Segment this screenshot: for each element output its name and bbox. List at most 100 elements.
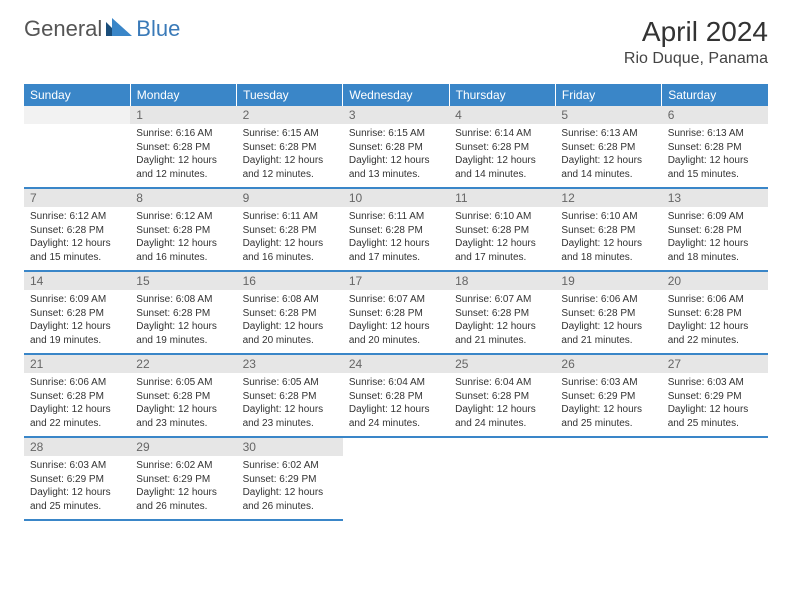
- day-number: 4: [449, 106, 555, 124]
- day-number: 10: [343, 189, 449, 207]
- day-content: Sunrise: 6:11 AMSunset: 6:28 PMDaylight:…: [343, 207, 449, 270]
- calendar-cell: 4Sunrise: 6:14 AMSunset: 6:28 PMDaylight…: [449, 106, 555, 188]
- calendar-cell: [343, 437, 449, 520]
- calendar-cell: 17Sunrise: 6:07 AMSunset: 6:28 PMDayligh…: [343, 271, 449, 354]
- day-number: 29: [130, 438, 236, 456]
- day-number: 3: [343, 106, 449, 124]
- calendar-cell: 19Sunrise: 6:06 AMSunset: 6:28 PMDayligh…: [555, 271, 661, 354]
- calendar-cell: 24Sunrise: 6:04 AMSunset: 6:28 PMDayligh…: [343, 354, 449, 437]
- day-number: 28: [24, 438, 130, 456]
- calendar-cell: 6Sunrise: 6:13 AMSunset: 6:28 PMDaylight…: [662, 106, 768, 188]
- calendar-table: Sunday Monday Tuesday Wednesday Thursday…: [24, 84, 768, 521]
- day-content: Sunrise: 6:07 AMSunset: 6:28 PMDaylight:…: [449, 290, 555, 353]
- calendar-cell: [555, 437, 661, 520]
- day-number: 19: [555, 272, 661, 290]
- day-content: Sunrise: 6:06 AMSunset: 6:28 PMDaylight:…: [24, 373, 130, 436]
- calendar-row: 14Sunrise: 6:09 AMSunset: 6:28 PMDayligh…: [24, 271, 768, 354]
- day-number: 12: [555, 189, 661, 207]
- weekday-header: Tuesday: [237, 84, 343, 106]
- calendar-cell: 29Sunrise: 6:02 AMSunset: 6:29 PMDayligh…: [130, 437, 236, 520]
- weekday-header: Saturday: [662, 84, 768, 106]
- calendar-cell: 12Sunrise: 6:10 AMSunset: 6:28 PMDayligh…: [555, 188, 661, 271]
- month-title: April 2024: [624, 16, 768, 48]
- day-content: Sunrise: 6:03 AMSunset: 6:29 PMDaylight:…: [555, 373, 661, 436]
- day-content: Sunrise: 6:12 AMSunset: 6:28 PMDaylight:…: [130, 207, 236, 270]
- day-content: Sunrise: 6:09 AMSunset: 6:28 PMDaylight:…: [24, 290, 130, 353]
- weekday-header-row: Sunday Monday Tuesday Wednesday Thursday…: [24, 84, 768, 106]
- weekday-header: Monday: [130, 84, 236, 106]
- day-number: 20: [662, 272, 768, 290]
- day-number: 2: [237, 106, 343, 124]
- day-content: Sunrise: 6:15 AMSunset: 6:28 PMDaylight:…: [343, 124, 449, 187]
- day-number: 21: [24, 355, 130, 373]
- calendar-cell: 25Sunrise: 6:04 AMSunset: 6:28 PMDayligh…: [449, 354, 555, 437]
- day-number: 22: [130, 355, 236, 373]
- day-number: 15: [130, 272, 236, 290]
- day-content: Sunrise: 6:10 AMSunset: 6:28 PMDaylight:…: [555, 207, 661, 270]
- day-number: 5: [555, 106, 661, 124]
- calendar-cell: 9Sunrise: 6:11 AMSunset: 6:28 PMDaylight…: [237, 188, 343, 271]
- day-content: Sunrise: 6:12 AMSunset: 6:28 PMDaylight:…: [24, 207, 130, 270]
- day-number: 16: [237, 272, 343, 290]
- day-content: Sunrise: 6:06 AMSunset: 6:28 PMDaylight:…: [662, 290, 768, 353]
- logo: General Blue: [24, 16, 180, 42]
- calendar-cell: 30Sunrise: 6:02 AMSunset: 6:29 PMDayligh…: [237, 437, 343, 520]
- calendar-cell: [24, 106, 130, 188]
- calendar-cell: 22Sunrise: 6:05 AMSunset: 6:28 PMDayligh…: [130, 354, 236, 437]
- calendar-cell: 10Sunrise: 6:11 AMSunset: 6:28 PMDayligh…: [343, 188, 449, 271]
- calendar-cell: 18Sunrise: 6:07 AMSunset: 6:28 PMDayligh…: [449, 271, 555, 354]
- calendar-cell: 21Sunrise: 6:06 AMSunset: 6:28 PMDayligh…: [24, 354, 130, 437]
- weekday-header: Wednesday: [343, 84, 449, 106]
- calendar-cell: 1Sunrise: 6:16 AMSunset: 6:28 PMDaylight…: [130, 106, 236, 188]
- logo-text-blue: Blue: [136, 16, 180, 42]
- calendar-cell: [662, 437, 768, 520]
- calendar-cell: 26Sunrise: 6:03 AMSunset: 6:29 PMDayligh…: [555, 354, 661, 437]
- day-number: 27: [662, 355, 768, 373]
- calendar-cell: 7Sunrise: 6:12 AMSunset: 6:28 PMDaylight…: [24, 188, 130, 271]
- calendar-row: 1Sunrise: 6:16 AMSunset: 6:28 PMDaylight…: [24, 106, 768, 188]
- day-number: 23: [237, 355, 343, 373]
- day-content: Sunrise: 6:02 AMSunset: 6:29 PMDaylight:…: [130, 456, 236, 519]
- header: General Blue April 2024 Rio Duque, Panam…: [0, 0, 792, 76]
- day-content: Sunrise: 6:05 AMSunset: 6:28 PMDaylight:…: [237, 373, 343, 436]
- calendar-cell: 16Sunrise: 6:08 AMSunset: 6:28 PMDayligh…: [237, 271, 343, 354]
- calendar-cell: [449, 437, 555, 520]
- day-content: Sunrise: 6:02 AMSunset: 6:29 PMDaylight:…: [237, 456, 343, 519]
- day-number: 7: [24, 189, 130, 207]
- calendar-cell: 15Sunrise: 6:08 AMSunset: 6:28 PMDayligh…: [130, 271, 236, 354]
- day-number: 30: [237, 438, 343, 456]
- calendar-cell: 2Sunrise: 6:15 AMSunset: 6:28 PMDaylight…: [237, 106, 343, 188]
- day-content: Sunrise: 6:08 AMSunset: 6:28 PMDaylight:…: [237, 290, 343, 353]
- calendar-cell: 11Sunrise: 6:10 AMSunset: 6:28 PMDayligh…: [449, 188, 555, 271]
- day-content: Sunrise: 6:13 AMSunset: 6:28 PMDaylight:…: [555, 124, 661, 187]
- calendar-cell: 28Sunrise: 6:03 AMSunset: 6:29 PMDayligh…: [24, 437, 130, 520]
- day-content: Sunrise: 6:04 AMSunset: 6:28 PMDaylight:…: [449, 373, 555, 436]
- day-content: Sunrise: 6:05 AMSunset: 6:28 PMDaylight:…: [130, 373, 236, 436]
- day-content: Sunrise: 6:04 AMSunset: 6:28 PMDaylight:…: [343, 373, 449, 436]
- logo-text-general: General: [24, 16, 102, 42]
- day-number: 14: [24, 272, 130, 290]
- day-content: Sunrise: 6:16 AMSunset: 6:28 PMDaylight:…: [130, 124, 236, 187]
- logo-triangle-icon: [106, 18, 132, 41]
- calendar-cell: 13Sunrise: 6:09 AMSunset: 6:28 PMDayligh…: [662, 188, 768, 271]
- calendar-cell: 3Sunrise: 6:15 AMSunset: 6:28 PMDaylight…: [343, 106, 449, 188]
- day-number: 9: [237, 189, 343, 207]
- day-content: Sunrise: 6:15 AMSunset: 6:28 PMDaylight:…: [237, 124, 343, 187]
- weekday-header: Thursday: [449, 84, 555, 106]
- day-content: Sunrise: 6:03 AMSunset: 6:29 PMDaylight:…: [662, 373, 768, 436]
- day-number: 26: [555, 355, 661, 373]
- calendar-cell: 27Sunrise: 6:03 AMSunset: 6:29 PMDayligh…: [662, 354, 768, 437]
- calendar-cell: 5Sunrise: 6:13 AMSunset: 6:28 PMDaylight…: [555, 106, 661, 188]
- day-content: Sunrise: 6:13 AMSunset: 6:28 PMDaylight:…: [662, 124, 768, 187]
- day-number: 1: [130, 106, 236, 124]
- location: Rio Duque, Panama: [624, 50, 768, 68]
- weekday-header: Friday: [555, 84, 661, 106]
- title-block: April 2024 Rio Duque, Panama: [624, 16, 768, 68]
- day-number: [24, 106, 130, 124]
- day-number: 25: [449, 355, 555, 373]
- calendar-cell: 14Sunrise: 6:09 AMSunset: 6:28 PMDayligh…: [24, 271, 130, 354]
- day-number: 17: [343, 272, 449, 290]
- calendar-cell: 23Sunrise: 6:05 AMSunset: 6:28 PMDayligh…: [237, 354, 343, 437]
- day-content: Sunrise: 6:14 AMSunset: 6:28 PMDaylight:…: [449, 124, 555, 187]
- calendar-cell: 20Sunrise: 6:06 AMSunset: 6:28 PMDayligh…: [662, 271, 768, 354]
